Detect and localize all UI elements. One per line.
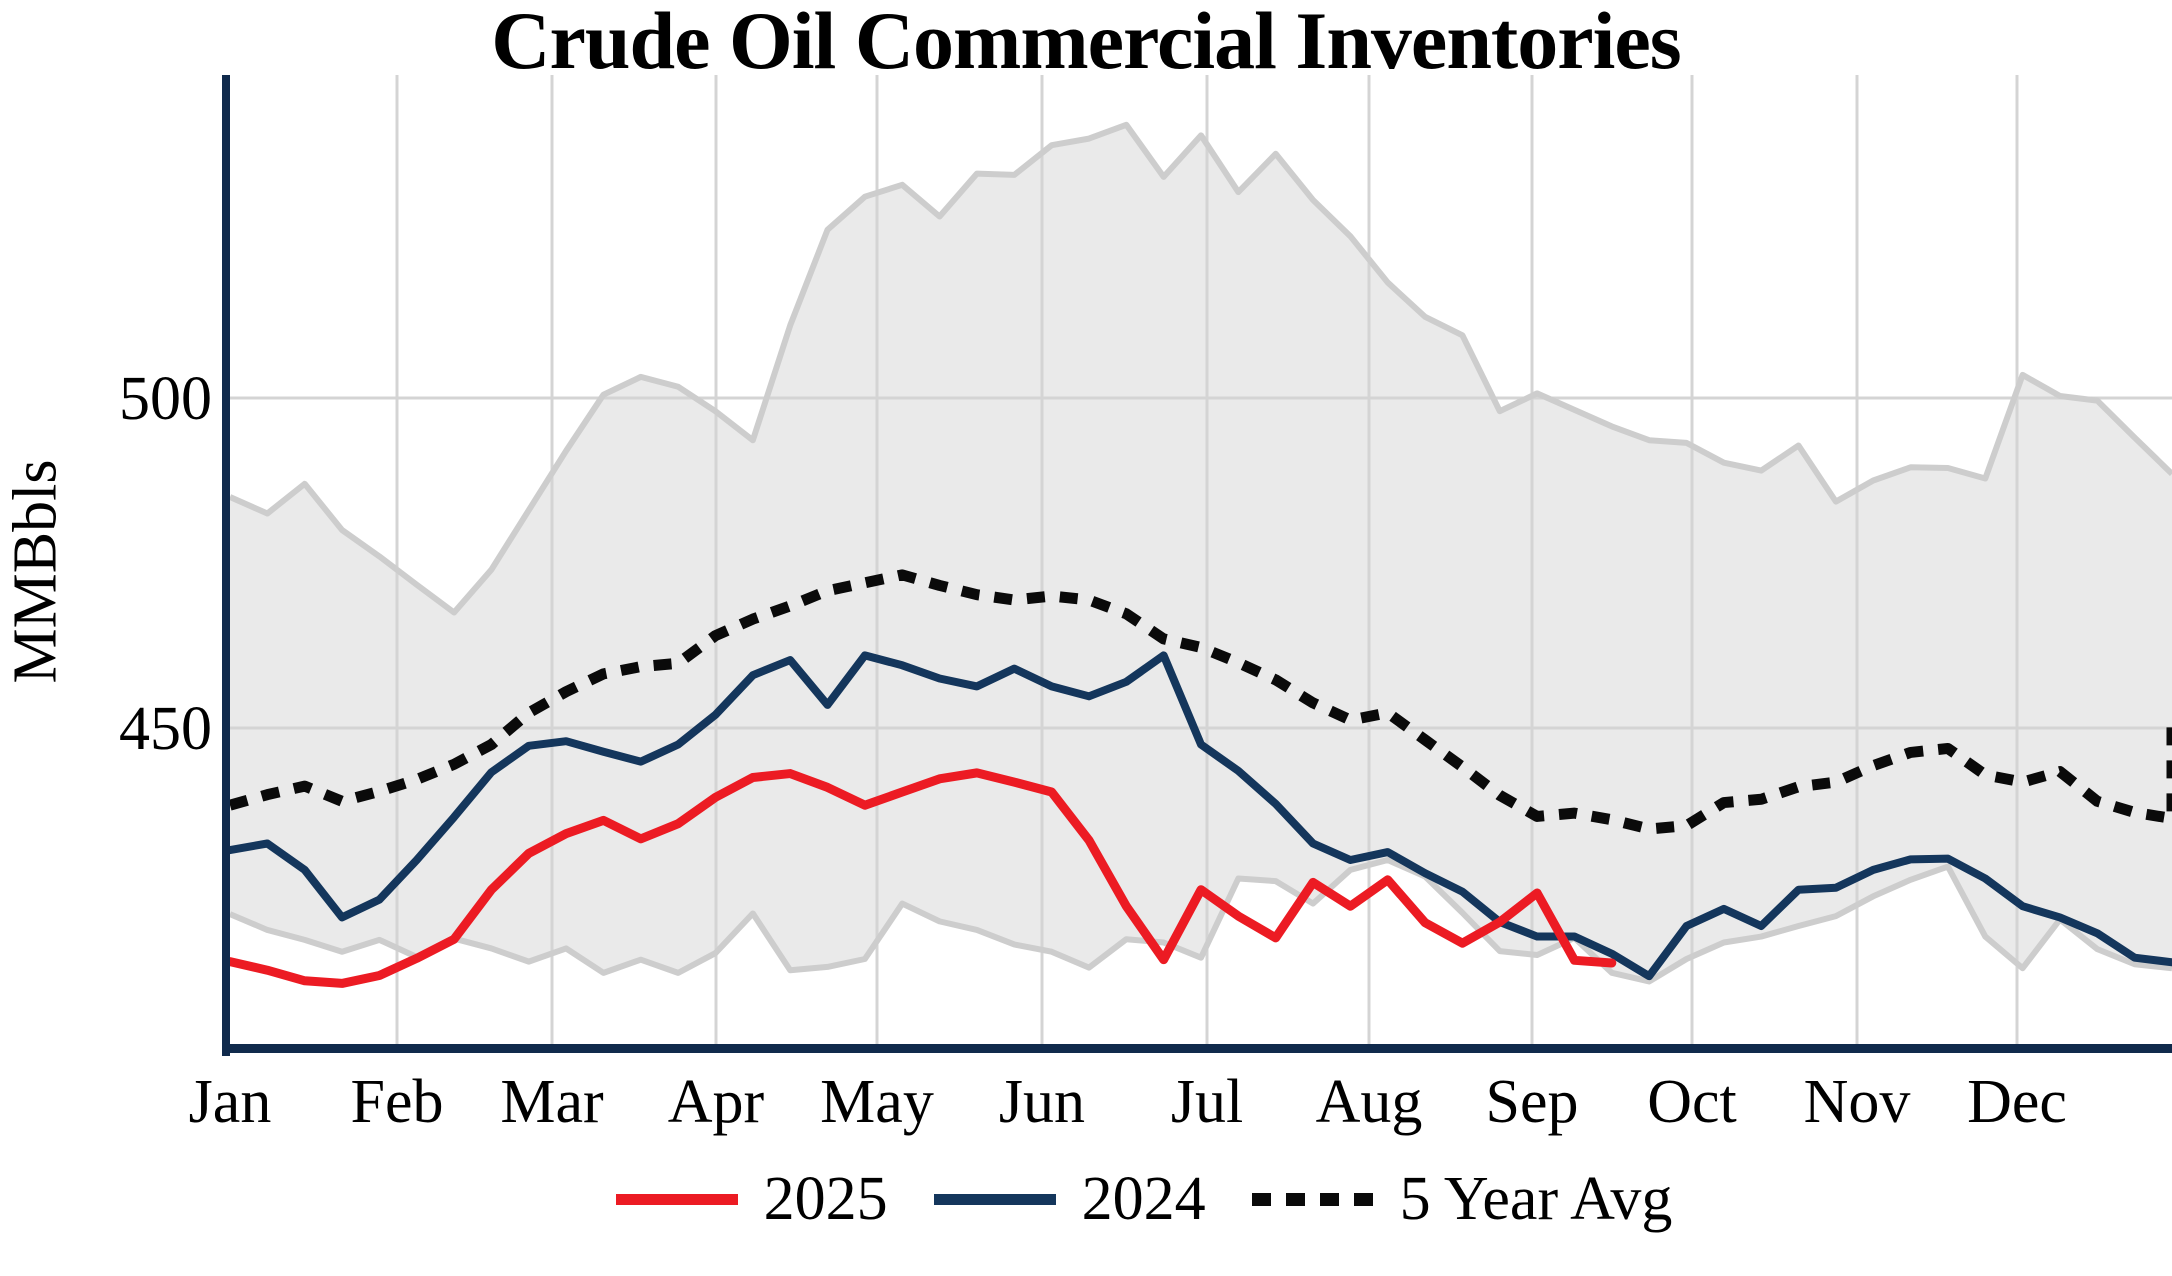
series-line-2025: [225, 768, 1617, 988]
legend-item-2025: 2025: [615, 1165, 888, 1233]
y-axis-line: [222, 75, 230, 1056]
range-band-upper-border: [228, 121, 2172, 616]
x-tick-label-Aug: Aug: [1316, 1068, 1423, 1136]
x-tick-label-Apr: Apr: [668, 1068, 765, 1136]
x-tick-label-Oct: Oct: [1647, 1068, 1737, 1136]
range-band-lower-border: [228, 857, 2172, 985]
legend-item-5yr-avg: 5 Year Avg: [1251, 1165, 1673, 1233]
five-year-range-band: [230, 124, 2172, 982]
legend-swatch-2025: [615, 1193, 738, 1205]
x-tick-label-Jan: Jan: [189, 1068, 272, 1136]
legend-label-5yr-avg: 5 Year Avg: [1399, 1165, 1673, 1233]
series-line-5-year-avg: [228, 569, 2172, 835]
x-tick-label-Nov: Nov: [1804, 1068, 1911, 1136]
y-tick-label-450: 450: [119, 695, 212, 763]
legend: 2025 2024 5 Year Avg: [58, 1168, 2172, 1230]
chart-title: Crude Oil Commercial Inventories: [491, 0, 1681, 86]
x-tick-label-Sep: Sep: [1486, 1068, 1579, 1136]
x-tick-label-Jul: Jul: [1171, 1068, 1243, 1136]
x-axis-line: [222, 1044, 2172, 1053]
x-tick-label-Feb: Feb: [351, 1068, 444, 1136]
x-tick-label-Jun: Jun: [999, 1068, 1085, 1136]
legend-swatch-2024: [933, 1193, 1056, 1205]
legend-label-2025: 2025: [763, 1165, 888, 1233]
y-tick-label-500: 500: [119, 365, 212, 433]
x-tick-label-Dec: Dec: [1967, 1068, 2067, 1136]
x-tick-label-May: May: [820, 1068, 934, 1136]
legend-swatch-5yr-avg: [1251, 1192, 1374, 1206]
legend-item-2024: 2024: [933, 1165, 1206, 1233]
x-tick-label-Mar: Mar: [500, 1068, 604, 1136]
series-line-2024: [226, 651, 2172, 981]
legend-label-2024: 2024: [1081, 1165, 1206, 1233]
